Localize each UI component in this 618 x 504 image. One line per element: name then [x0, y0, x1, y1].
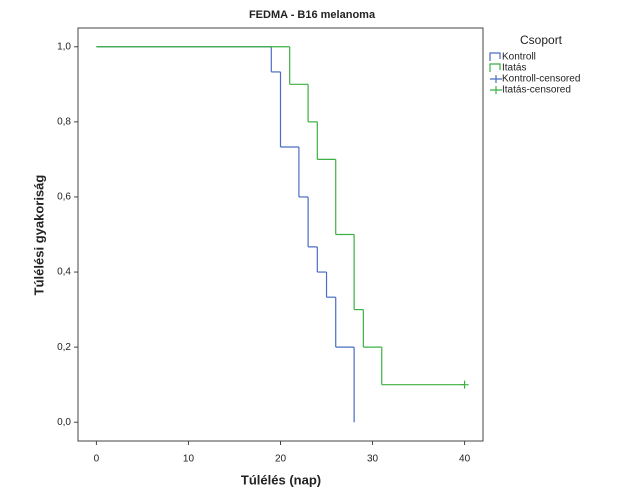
- x-tick-label: 0: [94, 454, 100, 465]
- legend-title: Csoport: [520, 33, 563, 47]
- legend-label: Kontroll: [502, 52, 536, 63]
- legend-swatch: [489, 52, 501, 61]
- legend-swatch: [490, 75, 502, 83]
- y-tick-label: 0,6: [57, 192, 71, 203]
- legend-swatch: [489, 63, 501, 72]
- x-tick-label: 20: [275, 454, 287, 465]
- y-tick-label: 0,2: [57, 342, 71, 353]
- chart-title: FEDMA - B16 melanoma: [249, 9, 376, 21]
- y-tick-label: 0,8: [57, 117, 71, 128]
- x-tick-label: 40: [459, 454, 471, 465]
- legend-label: Itatás: [502, 63, 526, 74]
- censor-mark: [460, 380, 469, 389]
- legend-swatch: [490, 86, 502, 94]
- x-tick-label: 30: [367, 454, 379, 465]
- legend-label: Itatás-censored: [502, 85, 571, 96]
- y-tick-label: 0,4: [57, 267, 71, 278]
- y-axis-label: Túlélési gyakoriság: [31, 175, 46, 296]
- x-tick-label: 10: [183, 454, 195, 465]
- legend-label: Kontroll-censored: [502, 74, 580, 85]
- x-axis-label: Túlélés (nap): [241, 472, 321, 487]
- y-tick-label: 0,0: [57, 417, 71, 428]
- y-tick-label: 1,0: [57, 41, 71, 52]
